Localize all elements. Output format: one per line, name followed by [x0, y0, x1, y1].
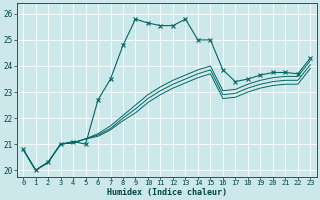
X-axis label: Humidex (Indice chaleur): Humidex (Indice chaleur)	[107, 188, 227, 197]
